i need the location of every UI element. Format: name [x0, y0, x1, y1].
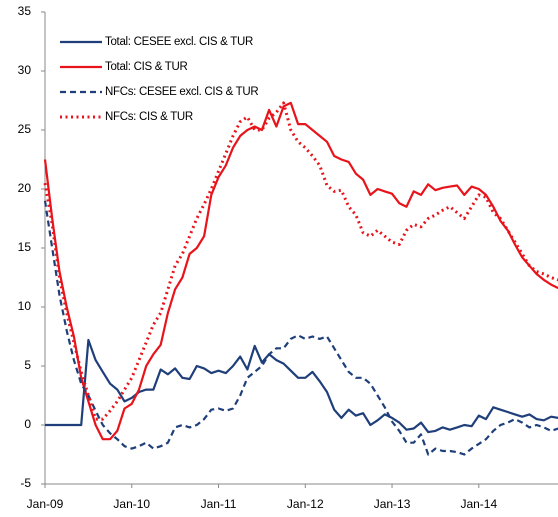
x-tick-label: Jan-09 [27, 497, 64, 511]
y-tick-label: 10 [18, 299, 32, 313]
x-tick-label: Jan-12 [287, 497, 324, 511]
y-tick-label: 30 [18, 63, 32, 77]
legend-label: NFCs: CIS & TUR [105, 111, 193, 123]
legend-label: NFCs: CESEE excl. CIS & TUR [105, 86, 258, 98]
series-line [43, 101, 558, 441]
y-tick-label: 25 [18, 122, 32, 136]
x-tick-label: Jan-11 [201, 497, 237, 511]
series-line [43, 200, 558, 456]
x-tick-label: Jan-14 [460, 497, 497, 511]
y-tick-label: 0 [24, 417, 31, 431]
y-tick-label: 35 [18, 4, 32, 18]
y-tick-label: 5 [24, 358, 31, 372]
y-tick-label: 20 [18, 181, 32, 195]
legend: Total: CESEE excl. CIS & TUR Total: CIS &… [60, 36, 259, 123]
series-line [45, 338, 558, 434]
x-tick-label: Jan-10 [113, 497, 150, 511]
y-tick-label: 15 [18, 240, 32, 254]
x-tick-label: Jan-13 [374, 497, 411, 511]
series-line [43, 101, 558, 421]
legend-label: Total: CIS & TUR [105, 61, 188, 73]
y-tick-label: -5 [20, 476, 31, 490]
legend-label: Total: CESEE excl. CIS & TUR [105, 36, 253, 48]
